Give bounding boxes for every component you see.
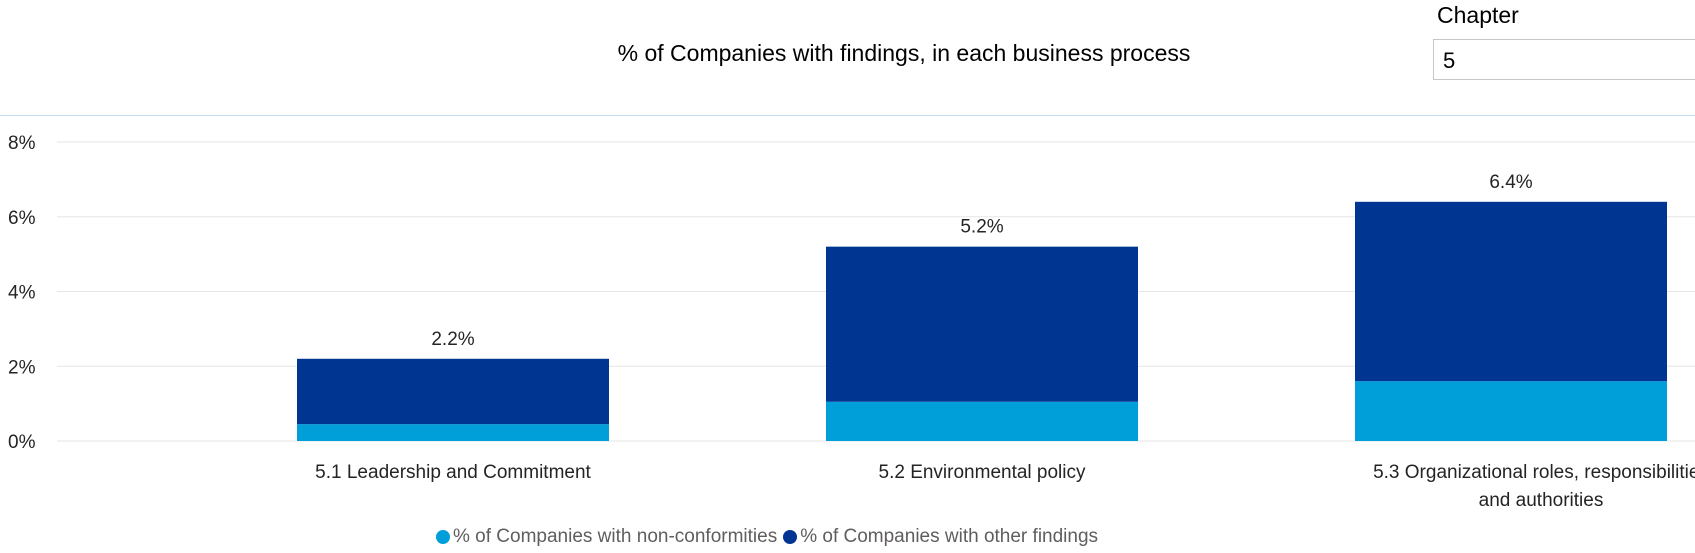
x-category-label: 5.2 Environmental policy (879, 462, 1086, 483)
y-tick-label: 6% (8, 208, 36, 229)
bar-segment-non-conformities (297, 424, 609, 441)
bar-segment-other-findings (297, 358, 609, 425)
legend-label-non-conformities: % of Companies with non-conformities (453, 526, 778, 547)
stacked-bar-chart: 0% 2% 4% 6% 8% 2.2% 5.1 Leadership and Commitm… (8, 133, 1695, 511)
bar-segment-non-conformities (826, 401, 1138, 441)
chapter-slicer-label: Chapter (1437, 2, 1519, 28)
legend-marker-other-findings (783, 530, 798, 544)
y-tick-label: 4% (8, 283, 36, 304)
legend-marker-non-conformities (436, 530, 450, 544)
y-tick-label: 8% (8, 133, 36, 154)
bar-total-label: 6.4% (1489, 172, 1532, 193)
x-category-label: 5.1 Leadership and Commitment (315, 462, 591, 483)
bar-total-label: 5.2% (960, 217, 1003, 238)
chart-legend: % of Companies with non-conformities % o… (436, 525, 1098, 549)
y-tick-label: 2% (8, 357, 36, 378)
y-tick-label: 0% (8, 432, 36, 453)
bar-segment-other-findings (826, 246, 1138, 402)
bar-total-label: 2.2% (431, 329, 474, 350)
chapter-slicer-dropdown[interactable]: 5 (1433, 39, 1695, 80)
header-divider (0, 115, 1695, 116)
legend-label-other-findings: % of Companies with other findings (800, 526, 1099, 547)
legend-item-non-conformities[interactable]: % of Companies with non-conformities (436, 526, 777, 548)
x-category-label: and authorities (1479, 490, 1604, 511)
bar-segment-non-conformities (1355, 381, 1667, 441)
x-category-label: 5.3 Organizational roles, responsibiliti… (1373, 462, 1695, 483)
legend-item-other-findings[interactable]: % of Companies with other findings (783, 526, 1098, 548)
bar-segment-other-findings (1355, 201, 1667, 382)
chart-title: % of Companies with findings, in each bu… (617, 40, 1191, 66)
chapter-slicer-value: 5 (1443, 48, 1456, 73)
